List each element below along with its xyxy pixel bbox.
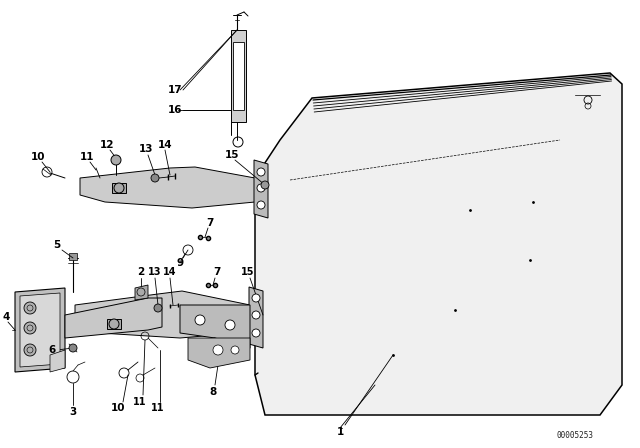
Circle shape [111, 155, 121, 165]
FancyBboxPatch shape [112, 183, 126, 193]
Polygon shape [188, 338, 250, 368]
Text: 12: 12 [100, 140, 115, 150]
Circle shape [252, 329, 260, 337]
Circle shape [154, 304, 162, 312]
Circle shape [24, 322, 36, 334]
Polygon shape [254, 160, 268, 218]
Polygon shape [50, 350, 65, 372]
Circle shape [195, 315, 205, 325]
Circle shape [24, 344, 36, 356]
Text: 15: 15 [225, 150, 239, 160]
Circle shape [231, 346, 239, 354]
Circle shape [24, 302, 36, 314]
Circle shape [213, 345, 223, 355]
Circle shape [252, 294, 260, 302]
Circle shape [69, 344, 77, 352]
Polygon shape [249, 287, 263, 348]
Text: 10: 10 [111, 403, 125, 413]
Circle shape [225, 320, 235, 330]
Text: 16: 16 [168, 105, 182, 115]
Circle shape [109, 319, 119, 329]
Polygon shape [65, 298, 162, 338]
Text: 9: 9 [177, 258, 184, 268]
Text: 14: 14 [157, 140, 172, 150]
Text: 00005253: 00005253 [557, 431, 593, 439]
Polygon shape [20, 293, 60, 367]
Text: 4: 4 [3, 312, 10, 322]
Polygon shape [135, 285, 148, 300]
Text: 10: 10 [31, 152, 45, 162]
FancyBboxPatch shape [107, 319, 121, 329]
Circle shape [114, 183, 124, 193]
Polygon shape [80, 167, 255, 208]
Circle shape [211, 338, 219, 346]
Circle shape [151, 174, 159, 182]
Text: 15: 15 [241, 267, 255, 277]
Polygon shape [180, 305, 250, 355]
Text: 13: 13 [148, 267, 162, 277]
Polygon shape [69, 253, 77, 260]
Text: 3: 3 [69, 407, 77, 417]
Polygon shape [231, 30, 246, 122]
Circle shape [252, 311, 260, 319]
Text: 11: 11 [151, 403, 164, 413]
Text: 6: 6 [49, 345, 56, 355]
Circle shape [257, 168, 265, 176]
Text: 5: 5 [53, 240, 61, 250]
Text: 7: 7 [213, 267, 221, 277]
Circle shape [261, 181, 269, 189]
Polygon shape [255, 73, 622, 415]
Text: 13: 13 [139, 144, 153, 154]
Text: 8: 8 [209, 387, 216, 397]
Text: 2: 2 [138, 267, 145, 277]
Text: 14: 14 [163, 267, 177, 277]
Text: 11: 11 [80, 152, 94, 162]
FancyBboxPatch shape [233, 42, 244, 110]
Text: 17: 17 [168, 85, 182, 95]
Circle shape [257, 184, 265, 192]
Text: 1: 1 [337, 427, 344, 437]
Polygon shape [15, 288, 65, 372]
Text: 7: 7 [206, 218, 214, 228]
Polygon shape [75, 291, 250, 338]
Text: 11: 11 [133, 397, 147, 407]
Circle shape [257, 201, 265, 209]
